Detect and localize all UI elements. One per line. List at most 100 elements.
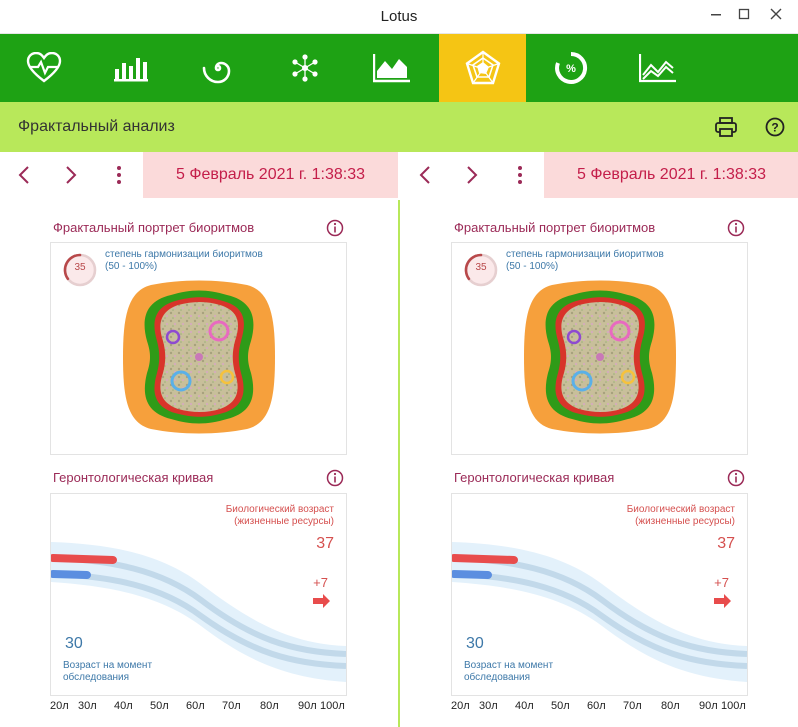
exam-age-caption-line1: Возраст на момент	[63, 660, 153, 671]
fractal-portrait-title: Фрактальный портрет биоритмов	[454, 220, 656, 235]
more-vertical-icon	[117, 166, 121, 184]
fractal-portrait-image	[123, 280, 275, 434]
age-axis-tick: 90л	[298, 700, 317, 712]
bio-age-value: 37	[316, 535, 334, 552]
more-options-button[interactable]	[506, 161, 534, 189]
age-axis-tick: 100л	[320, 700, 345, 712]
prev-button[interactable]	[10, 161, 38, 189]
age-axis-tick: 60л	[186, 700, 205, 712]
age-axis-tick: 90л	[699, 700, 718, 712]
chevron-left-icon	[18, 166, 29, 184]
harmonization-caption: степень гармонизации биоритмов (50 - 100…	[506, 249, 664, 273]
next-button[interactable]	[57, 161, 85, 189]
bio-age-caption-line1: Биологический возраст	[626, 504, 735, 515]
bar-chart-icon	[113, 58, 148, 82]
bio-age-delta: +7	[714, 575, 729, 590]
bio-age-trend-arrow-icon	[714, 594, 731, 608]
age-axis: 20л 30л 40л 50л 60л 70л 80л 90л 100л	[50, 698, 350, 714]
close-button[interactable]	[762, 4, 790, 24]
exam-age-caption-line1: Возраст на момент	[464, 660, 554, 671]
toolbar-button-heart[interactable]	[0, 34, 87, 102]
chevron-right-icon	[66, 166, 77, 184]
percent-gauge-icon: %	[554, 51, 587, 84]
age-axis-tick: 50л	[551, 700, 570, 712]
toolbar-button-bars[interactable]	[87, 34, 174, 102]
print-button[interactable]	[714, 115, 738, 139]
exam-age-caption: Возраст на момент обследования	[63, 660, 152, 684]
gerontology-curve-card: Биологический возраст (жизненные ресурсы…	[451, 493, 748, 696]
print-icon	[715, 117, 737, 137]
toolbar-button-spiral[interactable]	[174, 34, 261, 102]
comparison-panel-right: 5 Февраль 2021 г. 1:38:33 Фрактальный по…	[401, 152, 798, 727]
age-axis-tick: 40л	[114, 700, 133, 712]
age-axis-tick: 20л	[50, 700, 69, 712]
session-date[interactable]: 5 Февраль 2021 г. 1:38:33	[544, 152, 798, 198]
exam-age-caption-line2: обследования	[464, 672, 531, 683]
minimize-button[interactable]	[702, 4, 730, 24]
gerontology-info-icon[interactable]	[727, 469, 745, 487]
bio-age-caption-line2: (жизненные ресурсы)	[635, 516, 735, 527]
prev-button[interactable]	[411, 161, 439, 189]
area-chart-icon	[372, 54, 410, 83]
gerontology-curve-card: Биологический возраст (жизненные ресурсы…	[50, 493, 347, 696]
bio-age-value: 37	[717, 535, 735, 552]
close-icon	[770, 8, 782, 20]
gerontology-info-icon[interactable]	[326, 469, 344, 487]
maximize-icon	[738, 8, 750, 20]
panel-navigation: 5 Февраль 2021 г. 1:38:33	[401, 152, 798, 198]
exam-age-value: 30	[65, 635, 83, 652]
bio-age-delta: +7	[313, 575, 328, 590]
harmonization-score-value: 35	[475, 262, 487, 273]
fractal-portrait-card: 35 степень гармонизации биоритмов (50 - …	[451, 242, 748, 455]
fractal-info-icon[interactable]	[326, 219, 344, 237]
toolbar-button-molecule[interactable]	[261, 34, 348, 102]
comparison-panel-left: 5 Февраль 2021 г. 1:38:33 Фрактальный по…	[0, 152, 398, 727]
harmonization-caption: степень гармонизации биоритмов (50 - 100…	[105, 249, 263, 273]
minimize-icon	[711, 14, 721, 16]
harmonization-caption-line1: степень гармонизации биоритмов	[105, 249, 263, 260]
toolbar-button-area[interactable]	[348, 34, 435, 102]
age-axis-tick: 80л	[661, 700, 680, 712]
gerontology-curve-title: Геронтологическая кривая	[53, 470, 214, 485]
fractal-portrait-title: Фрактальный портрет биоритмов	[53, 220, 255, 235]
fractal-portrait-image	[524, 280, 676, 434]
window-title: Lotus	[380, 8, 418, 25]
age-axis-tick: 70л	[623, 700, 642, 712]
svg-text:%: %	[566, 63, 576, 75]
more-vertical-icon	[518, 166, 522, 184]
bio-age-caption: Биологический возраст (жизненные ресурсы…	[194, 504, 334, 528]
help-icon: ?	[765, 117, 785, 137]
molecule-icon	[291, 54, 318, 82]
gerontology-curve-title: Геронтологическая кривая	[454, 470, 615, 485]
exam-age-caption: Возраст на момент обследования	[464, 660, 553, 684]
harmonization-caption-range: (50 - 100%)	[506, 261, 559, 272]
toolbar-button-fractal[interactable]	[439, 34, 526, 102]
section-title: Фрактальный анализ	[18, 118, 175, 135]
session-date[interactable]: 5 Февраль 2021 г. 1:38:33	[143, 152, 398, 198]
harmonization-score-value: 35	[74, 262, 86, 273]
more-options-button[interactable]	[105, 161, 133, 189]
bio-age-caption-line2: (жизненные ресурсы)	[234, 516, 334, 527]
main-toolbar: %	[0, 34, 798, 102]
bio-age-caption-line1: Биологический возраст	[225, 504, 334, 515]
age-axis: 20л 30л 40л 50л 60л 70л 80л 90л 100л	[451, 698, 751, 714]
window-titlebar: Lotus	[0, 0, 798, 34]
age-axis-tick: 70л	[222, 700, 241, 712]
panel-navigation: 5 Февраль 2021 г. 1:38:33	[0, 152, 398, 198]
toolbar-button-percent[interactable]: %	[527, 34, 614, 102]
chevron-left-icon	[419, 166, 430, 184]
line-chart-icon	[638, 54, 676, 83]
harmonization-caption-line1: степень гармонизации биоритмов	[506, 249, 664, 260]
next-button[interactable]	[458, 161, 486, 189]
toolbar-button-line[interactable]	[614, 34, 701, 102]
svg-text:?: ?	[771, 121, 778, 135]
section-header: Фрактальный анализ ?	[0, 102, 798, 152]
age-axis-tick: 40л	[515, 700, 534, 712]
maximize-button[interactable]	[730, 4, 758, 24]
age-axis-tick: 30л	[479, 700, 498, 712]
bio-age-trend-arrow-icon	[313, 594, 330, 608]
age-axis-tick: 80л	[260, 700, 279, 712]
fractal-info-icon[interactable]	[727, 219, 745, 237]
help-button[interactable]: ?	[763, 115, 787, 139]
gerontology-curve-plot	[452, 542, 747, 682]
